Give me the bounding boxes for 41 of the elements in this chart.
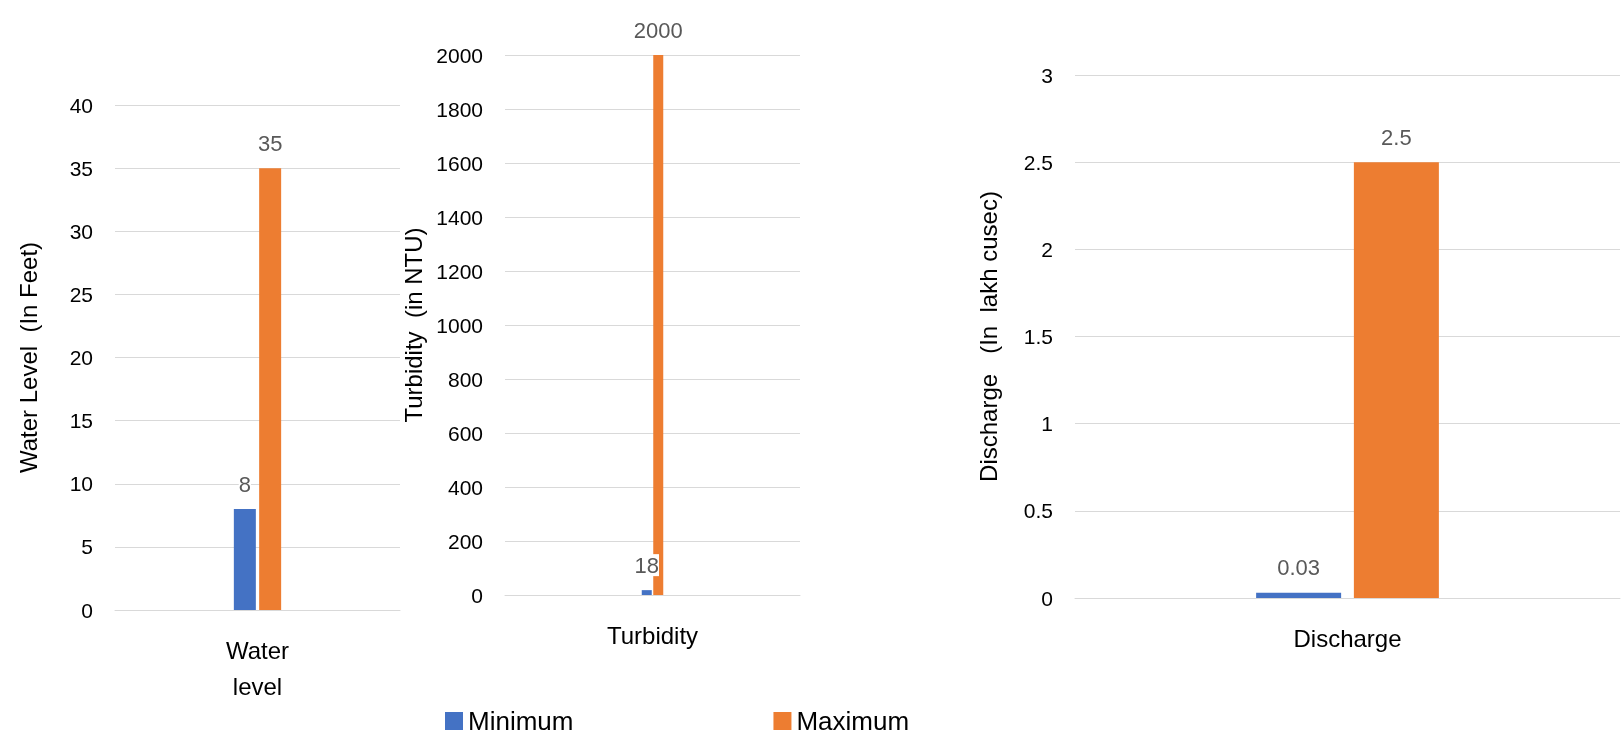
y-tick-label: 10 bbox=[69, 472, 93, 496]
y-tick-label: 0 bbox=[1041, 586, 1053, 610]
y-axis-title: Turbidity (in NTU) bbox=[399, 227, 427, 423]
y-tick-label: 1000 bbox=[436, 313, 483, 337]
y-tick-label: 1400 bbox=[436, 205, 483, 229]
data-label: 0.03 bbox=[1277, 555, 1321, 581]
y-tick-label: 0.5 bbox=[1023, 499, 1053, 523]
y-tick-label: 2 bbox=[1041, 237, 1053, 261]
y-axis-title: Discharge (In lakh cusec) bbox=[974, 191, 1002, 482]
y-tick-label: 0 bbox=[471, 583, 483, 607]
y-tick-label: 200 bbox=[447, 529, 483, 553]
data-label: 2000 bbox=[633, 17, 683, 43]
data-label: 18 bbox=[634, 552, 659, 578]
data-label: 8 bbox=[238, 471, 251, 497]
y-tick-label: 1.5 bbox=[1023, 325, 1053, 348]
y-tick-label: 40 bbox=[69, 93, 93, 117]
y-tick-label: 20 bbox=[69, 346, 93, 369]
y-tick-label: 2.5 bbox=[1023, 150, 1053, 174]
y-tick-label: 1200 bbox=[436, 259, 483, 283]
y-tick-label: 1600 bbox=[436, 151, 483, 175]
y-tick-label: 800 bbox=[447, 367, 483, 391]
y-tick-label: 25 bbox=[69, 282, 93, 306]
y-tick-label: 2000 bbox=[436, 43, 483, 67]
x-tick-label: Discharge bbox=[1293, 624, 1402, 652]
y-tick-label: 400 bbox=[447, 475, 483, 499]
y-tick-label: 30 bbox=[69, 219, 93, 243]
data-label: 2.5 bbox=[1381, 124, 1412, 150]
y-tick-label: 35 bbox=[69, 156, 93, 180]
y-tick-label: 5 bbox=[81, 535, 93, 559]
y-axis-title: Water Level (In Feet) bbox=[14, 241, 42, 474]
y-tick-label: 3 bbox=[1041, 63, 1053, 87]
legend-label: Maximum bbox=[796, 706, 910, 736]
y-tick-label: 1800 bbox=[436, 97, 483, 121]
data-label: 35 bbox=[257, 130, 283, 156]
legend-label: Minimum bbox=[468, 706, 574, 736]
y-tick-label: 15 bbox=[69, 409, 93, 433]
x-tick-label: Water level bbox=[225, 636, 290, 700]
y-tick-label: 0 bbox=[81, 598, 93, 622]
y-tick-label: 1 bbox=[1041, 412, 1053, 436]
x-tick-label: Turbidity bbox=[606, 621, 699, 649]
y-tick-label: 600 bbox=[447, 421, 483, 445]
